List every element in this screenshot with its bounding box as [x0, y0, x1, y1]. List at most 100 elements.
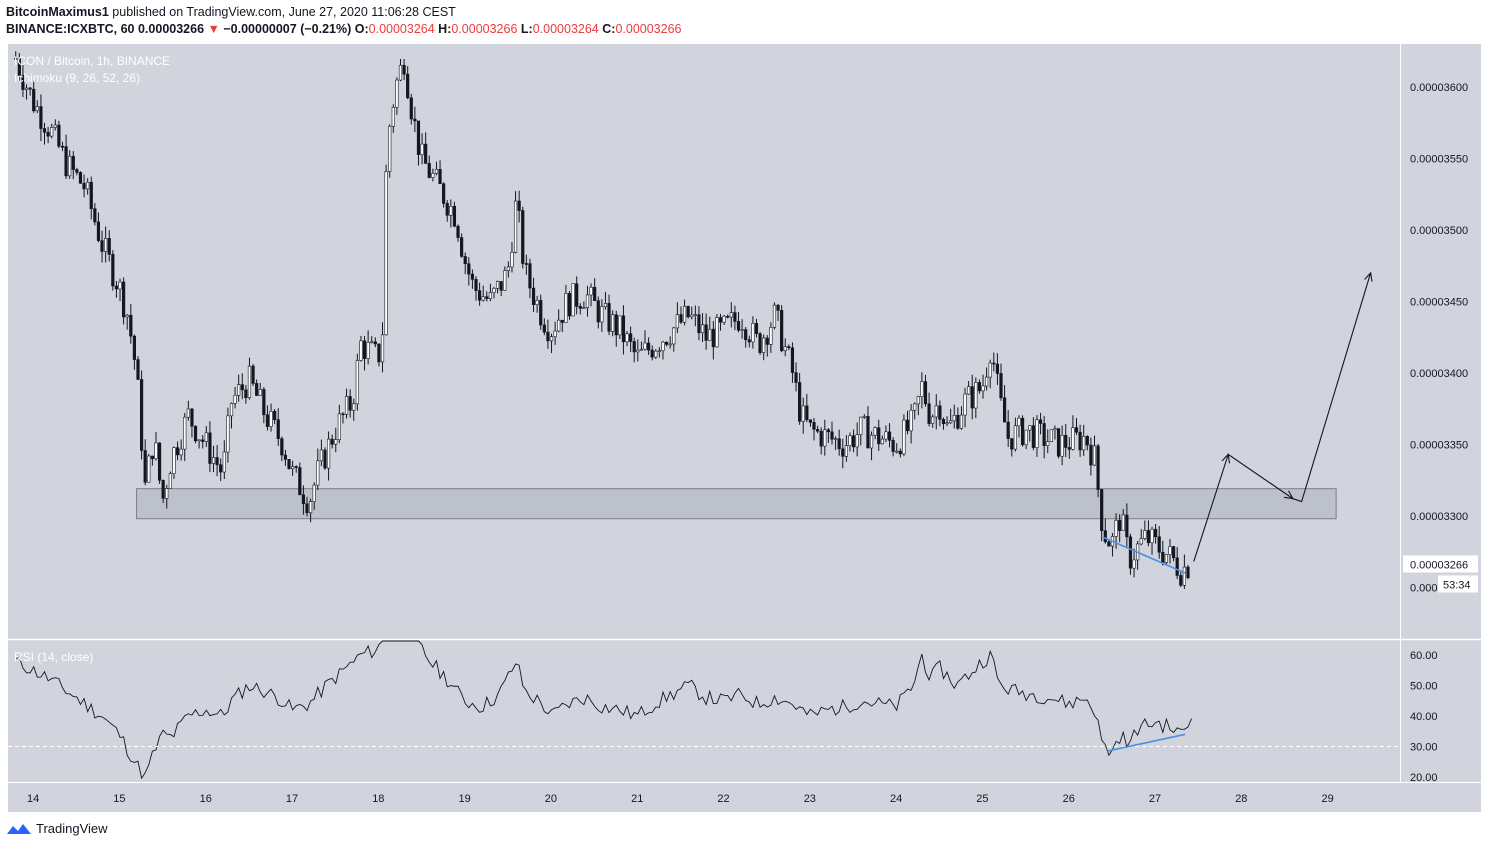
candle — [294, 465, 298, 473]
candle — [308, 498, 313, 523]
rsi-tick-label: 20.00 — [1410, 772, 1438, 784]
candle — [280, 436, 284, 462]
publish-info: published on TradingView.com, June 27, 2… — [112, 5, 456, 19]
candle-body — [237, 384, 241, 396]
candle-body — [395, 79, 399, 108]
candle-body — [316, 460, 320, 486]
candle — [585, 285, 590, 317]
candle — [672, 326, 676, 352]
candle — [880, 435, 884, 445]
candle-body — [287, 459, 291, 470]
candle — [485, 291, 489, 302]
candle-body — [1100, 489, 1104, 531]
candle-body — [190, 408, 194, 427]
candle — [118, 278, 122, 302]
high-label: H: — [438, 22, 452, 36]
candle-body — [244, 389, 248, 399]
candle — [1085, 435, 1089, 451]
candle-body — [255, 383, 259, 396]
candle-body — [880, 438, 884, 445]
candle-body — [873, 427, 877, 436]
candles — [14, 51, 1190, 589]
candle-body — [35, 106, 39, 112]
candle-body — [132, 335, 137, 360]
candle — [132, 334, 137, 370]
candle-body — [125, 314, 129, 318]
candle-body — [1028, 425, 1032, 431]
candle — [373, 337, 377, 348]
candle — [963, 387, 967, 428]
candle-body — [384, 171, 388, 336]
candle — [64, 134, 68, 179]
candle-body — [470, 273, 475, 280]
candle-body — [783, 346, 787, 352]
candle — [1168, 538, 1172, 564]
candle-body — [114, 285, 119, 290]
candle-body — [420, 143, 424, 155]
candle-body — [564, 293, 568, 323]
candle — [690, 306, 694, 320]
candle-body — [413, 118, 417, 122]
candle-body — [639, 348, 644, 351]
candle — [819, 427, 823, 455]
candle — [28, 87, 32, 96]
candle-body — [175, 447, 180, 456]
candle-body — [1024, 429, 1028, 446]
candle — [776, 304, 780, 322]
candle-body — [1064, 434, 1068, 448]
candle — [999, 363, 1003, 401]
candle-body — [1125, 514, 1129, 538]
candle — [1179, 571, 1183, 588]
candle — [1146, 520, 1151, 547]
candle — [478, 282, 482, 306]
candle-body — [1085, 436, 1089, 446]
candle — [618, 315, 622, 339]
candle-body — [165, 488, 169, 499]
candle-body — [233, 394, 237, 404]
candle — [582, 301, 586, 309]
candle — [711, 321, 715, 360]
candle — [269, 403, 273, 432]
candle-body — [431, 173, 435, 178]
price-tick-label: 0.00003350 — [1410, 439, 1468, 451]
close-value: 0.00003266 — [615, 22, 682, 36]
candle-body — [632, 341, 636, 353]
candle — [1002, 385, 1007, 423]
candle-body — [593, 286, 597, 301]
candle-body — [1038, 419, 1043, 424]
author-name[interactable]: BitcoinMaximus1 — [6, 5, 109, 19]
symbol-label[interactable]: BINANCE:ICXBTC, 60 — [6, 22, 135, 36]
candle-body — [488, 292, 492, 299]
candle — [39, 94, 43, 142]
candle — [1020, 415, 1025, 447]
brand-name[interactable]: TradingView — [36, 821, 108, 836]
candle-body — [406, 73, 410, 99]
candle-body — [39, 106, 43, 129]
candle-body — [736, 321, 741, 331]
candle — [772, 302, 777, 330]
candle — [736, 311, 741, 333]
candle — [330, 434, 334, 449]
candle-body — [1150, 528, 1154, 544]
candle — [1103, 518, 1107, 544]
candle — [424, 132, 428, 164]
candle — [1125, 503, 1129, 547]
candle — [848, 432, 852, 452]
candle — [93, 202, 97, 226]
candle — [740, 319, 744, 339]
candle-body — [330, 438, 334, 445]
candle — [578, 303, 582, 315]
candle-body — [258, 389, 262, 396]
time-tick-label: 25 — [976, 793, 988, 805]
candle-body — [1042, 423, 1046, 446]
indicator-label: Ichimoku (9, 26, 52, 26) — [14, 71, 140, 85]
candle-body — [154, 442, 158, 460]
candle-body — [611, 314, 615, 332]
candle — [474, 276, 478, 301]
candle — [384, 164, 388, 336]
candle — [344, 388, 349, 419]
candle — [1038, 412, 1043, 435]
candle-body — [708, 328, 712, 341]
candle-body — [1010, 438, 1014, 450]
